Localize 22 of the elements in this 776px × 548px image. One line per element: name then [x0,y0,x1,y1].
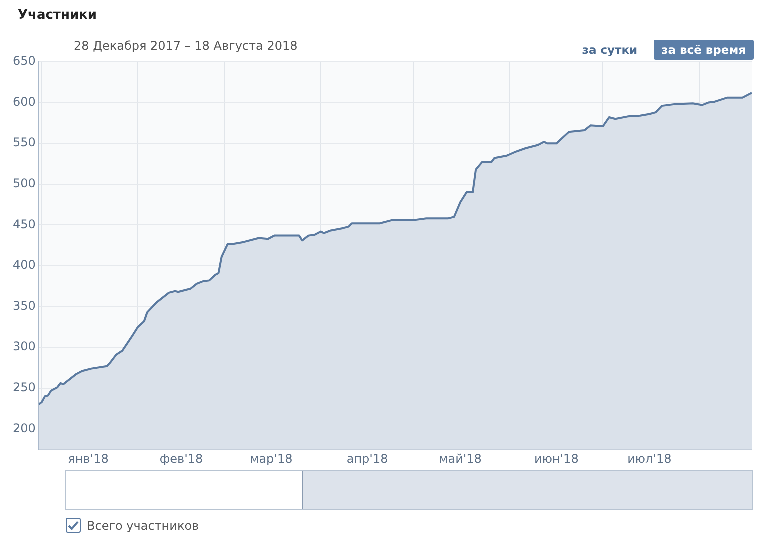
text: за сутки [581,42,639,59]
x-tick-label: май'18 [439,452,482,466]
y-tick-label: 400 [13,258,36,272]
text: за всё время [654,40,754,60]
y-tick-label: 200 [13,421,36,436]
x-tick-label: фев'18 [160,452,204,466]
x-tick-label: июн'18 [534,452,579,466]
y-tick-label: 550 [13,136,36,150]
x-tick-label: апр'18 [346,452,388,466]
y-tick-label: 250 [13,380,36,395]
x-tick-label: мар'18 [250,452,293,466]
y-tick-label: 600 [13,94,36,109]
y-tick-label: 350 [13,298,36,313]
chart-title: Участники [18,8,97,23]
y-tick-label: 300 [13,340,36,354]
x-tick-label: июл'18 [628,452,672,466]
legend-label: Всего участников [87,518,200,532]
y-tick-label: 450 [13,217,36,232]
x-tick-label: янв'18 [68,452,109,466]
y-tick-label: 500 [13,176,36,191]
chart-subtitle: 28 Декабря 2017 – 18 Августа 2018 [74,39,298,53]
y-tick-label: 650 [13,54,36,68]
